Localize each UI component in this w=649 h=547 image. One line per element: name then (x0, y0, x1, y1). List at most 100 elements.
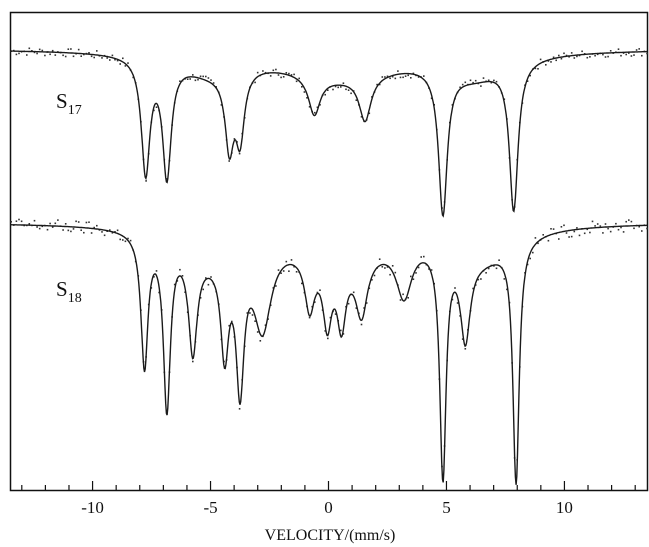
data-point (329, 316, 332, 319)
data-point (573, 230, 576, 233)
data-point (410, 77, 412, 79)
data-point (254, 320, 256, 322)
data-point (256, 71, 259, 74)
data-point (423, 255, 425, 258)
data-point (64, 55, 67, 58)
data-point (269, 75, 272, 77)
fit-line-s18 (10, 224, 647, 485)
data-point (340, 86, 342, 88)
data-point (547, 239, 550, 242)
data-point (332, 88, 334, 91)
data-point (308, 106, 311, 108)
data-point (477, 278, 480, 281)
data-point (420, 256, 422, 258)
data-point (186, 78, 189, 80)
data-point (109, 59, 111, 61)
data-point (67, 48, 70, 50)
data-point (389, 77, 391, 80)
data-point (459, 86, 461, 89)
data-point (285, 72, 288, 74)
data-point (85, 221, 88, 224)
data-point (487, 79, 490, 82)
data-point (277, 74, 280, 76)
data-point (101, 57, 103, 59)
data-point (407, 74, 409, 77)
data-point (254, 81, 256, 84)
data-point (620, 54, 622, 57)
data-point (602, 53, 604, 56)
data-point (15, 220, 18, 222)
data-point (503, 278, 506, 280)
data-point (550, 228, 552, 230)
data-point (155, 106, 158, 108)
data-point (41, 49, 44, 52)
data-point (103, 234, 106, 237)
data-point (194, 79, 197, 82)
data-point (316, 106, 319, 109)
data-point (378, 258, 381, 260)
data-point (386, 75, 389, 78)
data-point (402, 293, 404, 296)
data-point (215, 86, 217, 88)
x-tick-label: -5 (203, 498, 217, 517)
data-point (207, 77, 210, 79)
series-labels: S17 S18 (56, 89, 82, 306)
data-point (285, 260, 288, 263)
data-point (534, 67, 537, 70)
data-point (298, 77, 300, 80)
data-point (205, 75, 207, 78)
data-point (199, 297, 202, 299)
data-point (615, 222, 617, 225)
data-point (537, 242, 539, 245)
data-point (526, 80, 529, 82)
data-point (324, 93, 326, 96)
data-point (337, 86, 339, 89)
data-point (454, 287, 456, 289)
data-point (576, 55, 578, 58)
data-point (192, 360, 194, 363)
data-point (355, 99, 358, 101)
data-point (563, 224, 565, 227)
data-point (249, 312, 251, 314)
data-point (308, 316, 311, 319)
data-point (80, 55, 82, 57)
data-point (293, 73, 295, 76)
data-point (70, 48, 72, 50)
data-point (464, 348, 467, 350)
data-point (80, 229, 82, 231)
data-point (10, 221, 12, 223)
data-point (628, 219, 630, 221)
data-point (487, 267, 490, 270)
data-point (581, 50, 583, 53)
data-point (41, 225, 44, 228)
data-point (153, 276, 155, 278)
data-point (259, 340, 262, 342)
data-point (565, 232, 568, 234)
data-point (202, 288, 204, 291)
data-point (350, 92, 352, 95)
data-point (238, 408, 241, 410)
data-point (609, 50, 612, 52)
data-point (480, 85, 482, 87)
data-point (62, 229, 64, 231)
data-point (371, 279, 373, 281)
data-point (638, 48, 640, 50)
data-point (301, 86, 303, 88)
data-point (428, 268, 430, 270)
data-point (122, 239, 124, 241)
data-point (555, 59, 557, 62)
data-point (127, 237, 129, 240)
plot-frame (9, 11, 649, 492)
data-point (641, 230, 643, 232)
data-point (18, 218, 20, 221)
data-point (625, 220, 627, 223)
data-point (565, 54, 568, 57)
data-points (10, 47, 648, 468)
data-point (111, 54, 114, 57)
data-point (264, 71, 267, 74)
data-point (173, 283, 176, 286)
data-point (394, 271, 397, 274)
data-point (119, 63, 121, 65)
data-point (280, 272, 282, 274)
data-point (480, 278, 482, 280)
